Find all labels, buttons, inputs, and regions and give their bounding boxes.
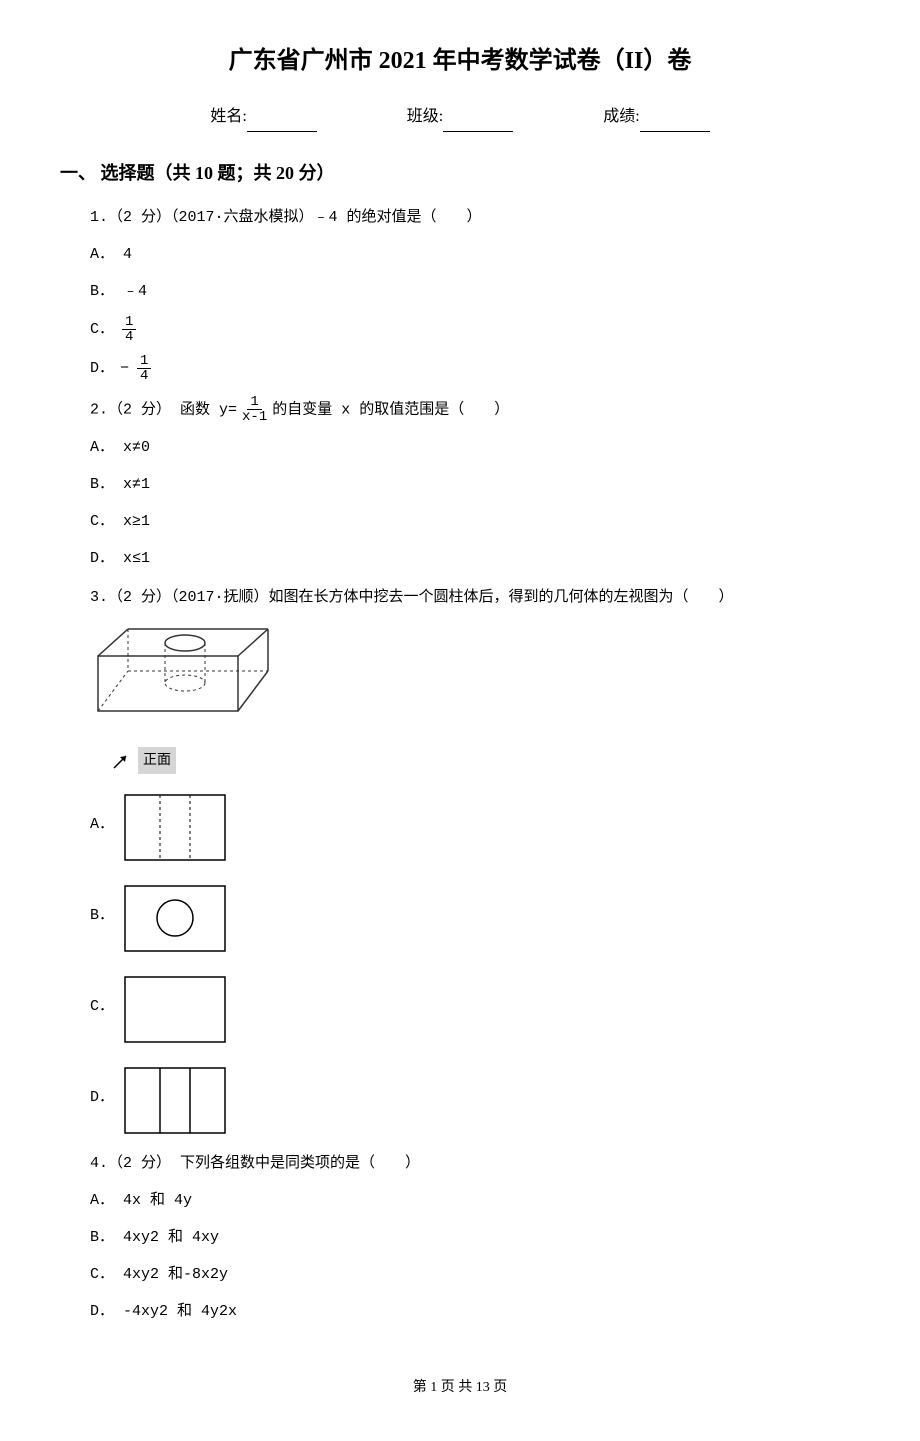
page-title: 广东省广州市 2021 年中考数学试卷（II）卷 (60, 40, 860, 83)
q3-a-label: A． (90, 811, 114, 838)
q2-option-d: D． x≤1 (90, 545, 860, 572)
q2-suffix: 的自变量 x 的取值范围是（ ） (272, 402, 509, 419)
q2-frac-num: 1 (247, 395, 261, 410)
name-label: 姓名: (210, 108, 246, 125)
q1-c-num: 1 (122, 315, 136, 330)
question-1: 1.（2 分）（2017·六盘水模拟）﹣4 的绝对值是（ ） A． 4 B． ﹣… (60, 204, 860, 383)
q2-prefix: 2.（2 分） 函数 y= (90, 402, 237, 419)
q2-fraction: 1x-1 (239, 395, 270, 424)
q1-d-neg: − (120, 355, 129, 382)
q3-option-a: A． (90, 784, 860, 865)
q2-text: 2.（2 分） 函数 y=1x-1的自变量 x 的取值范围是（ ） (90, 395, 860, 424)
q3-c-label: C． (90, 993, 114, 1020)
q3-d-svg (120, 1063, 230, 1138)
question-3: 3.（2 分）（2017·抚顺）如图在长方体中挖去一个圆柱体后，得到的几何体的左… (60, 584, 860, 1138)
q3-a-svg (120, 790, 230, 865)
score-blank[interactable] (640, 114, 710, 132)
arrow-icon (110, 750, 132, 772)
page-footer: 第 1 页 共 13 页 (60, 1375, 860, 1400)
class-label: 班级: (407, 108, 443, 125)
front-label-text: 正面 (138, 747, 176, 774)
name-blank[interactable] (247, 114, 317, 132)
q1-d-prefix: D． (90, 355, 114, 382)
q4-option-b: B． 4xy2 和 4xy (90, 1224, 860, 1251)
q1-c-den: 4 (122, 330, 136, 344)
q4-option-a: A． 4x 和 4y (90, 1187, 860, 1214)
q2-option-c: C． x≥1 (90, 508, 860, 535)
q1-d-den: 4 (137, 369, 151, 383)
q4-option-c: C． 4xy2 和-8x2y (90, 1261, 860, 1288)
q4-text: 4.（2 分） 下列各组数中是同类项的是（ ） (90, 1150, 860, 1177)
score-field: 成绩: (603, 103, 709, 132)
q1-option-a: A． 4 (90, 241, 860, 268)
cuboid-svg (90, 621, 300, 731)
q3-b-label: B． (90, 902, 114, 929)
q3-c-svg (120, 972, 230, 1047)
q1-option-b: B． ﹣4 (90, 278, 860, 305)
q1-option-d: D． − 1 4 (90, 354, 860, 383)
q3-b-svg (120, 881, 230, 956)
q1-c-prefix: C． (90, 316, 114, 343)
q4-option-d: D． -4xy2 和 4y2x (90, 1298, 860, 1325)
class-field: 班级: (407, 103, 513, 132)
score-label: 成绩: (603, 108, 639, 125)
q3-d-label: D． (90, 1084, 114, 1111)
q1-option-c: C． 1 4 (90, 315, 860, 344)
q3-option-b: B． (90, 875, 860, 956)
q1-d-num: 1 (137, 354, 151, 369)
q1-c-fraction: 1 4 (122, 315, 136, 344)
q3-option-d: D． (90, 1057, 860, 1138)
class-blank[interactable] (443, 114, 513, 132)
question-4: 4.（2 分） 下列各组数中是同类项的是（ ） A． 4x 和 4y B． 4x… (60, 1150, 860, 1325)
section-heading: 一、 选择题（共 10 题；共 20 分） (60, 157, 860, 189)
q1-text: 1.（2 分）（2017·六盘水模拟）﹣4 的绝对值是（ ） (90, 204, 860, 231)
question-2: 2.（2 分） 函数 y=1x-1的自变量 x 的取值范围是（ ） A． x≠0… (60, 395, 860, 572)
header-fields: 姓名: 班级: 成绩: (60, 103, 860, 132)
q3-text: 3.（2 分）（2017·抚顺）如图在长方体中挖去一个圆柱体后，得到的几何体的左… (90, 584, 860, 611)
front-label-row: 正面 (90, 747, 860, 774)
q2-option-b: B． x≠1 (90, 471, 860, 498)
name-field: 姓名: (210, 103, 316, 132)
q2-frac-den: x-1 (239, 410, 270, 424)
q3-cuboid-diagram: 正面 (90, 621, 860, 774)
q2-option-a: A． x≠0 (90, 434, 860, 461)
q3-option-c: C． (90, 966, 860, 1047)
q1-d-fraction: 1 4 (137, 354, 151, 383)
